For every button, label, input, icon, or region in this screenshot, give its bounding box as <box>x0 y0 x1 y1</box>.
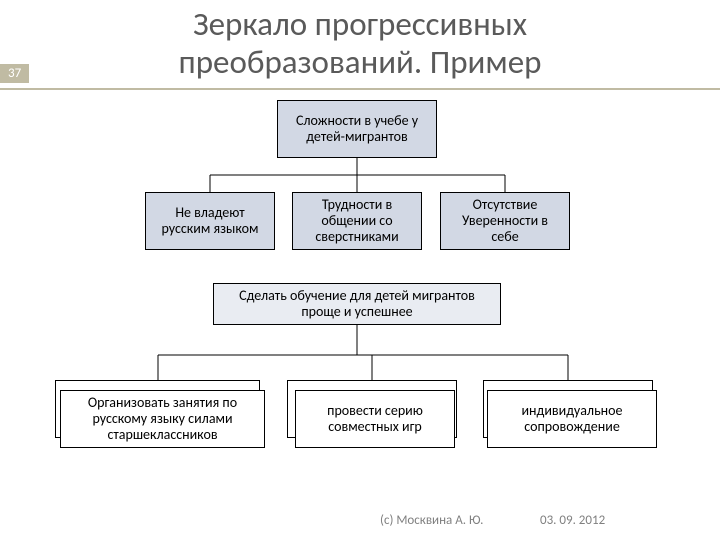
cause-box-1: Трудности в общении со сверстниками <box>292 192 422 250</box>
slide-number: 37 <box>0 64 29 83</box>
solution-box-1: провести серию совместных игр <box>295 390 455 448</box>
slide-title: Зеркало прогрессивных преобразований. Пр… <box>70 6 650 82</box>
root-box: Сложности в учебе у детей-мигрантов <box>277 100 437 158</box>
cause-box-0: Не владеют русским языком <box>145 192 275 250</box>
footer-date: 03. 09. 2012 <box>540 513 605 528</box>
title-underline <box>0 88 720 90</box>
solution-box-0: Организовать занятия по русскому языку с… <box>60 390 265 448</box>
solution-box-2: индивидуальное сопровождение <box>487 390 657 448</box>
goal-box: Сделать обучение для детей мигрантов про… <box>213 283 501 325</box>
footer-author: (с) Москвина А. Ю. <box>380 513 483 528</box>
cause-box-2: Отсутствие Уверенности в себе <box>440 192 570 250</box>
